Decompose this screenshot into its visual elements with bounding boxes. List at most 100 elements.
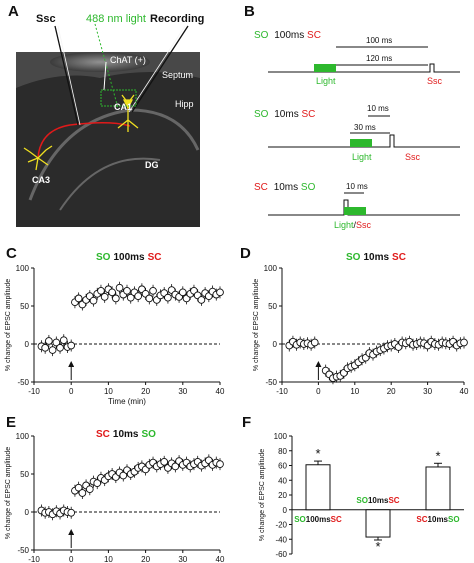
- dentate-layer: [59, 157, 161, 211]
- light-fiber: [94, 23, 119, 109]
- y-tick-label: 50: [20, 302, 29, 311]
- y-tick-label: -50: [17, 378, 29, 387]
- x-tick-label: 40: [460, 387, 469, 396]
- baseline-point: [48, 346, 57, 354]
- data-point: [74, 294, 83, 303]
- x-tick-label: 30: [178, 555, 187, 563]
- y-tick-label: -20: [275, 521, 287, 530]
- panel-b: B SO 100ms SC 100 ms 120 ms Light Ssc SO…: [244, 3, 460, 230]
- data-point: [197, 296, 206, 304]
- data-point: [123, 286, 131, 295]
- data-point: [100, 293, 109, 301]
- panel-f: F -60 -40 -20 0 20 40 60 80 100 % change of EPSC a…: [242, 414, 464, 559]
- bar: [365, 509, 391, 538]
- protocol-1-dur-b: 120 ms: [366, 54, 392, 63]
- hipp-label: Hipp: [175, 99, 194, 109]
- y-axis-label: % change of EPSC amplitude: [253, 279, 260, 371]
- protocol-2-dur-b: 30 ms: [354, 123, 376, 132]
- x-tick-label: 20: [141, 555, 150, 563]
- data-point: [178, 288, 187, 297]
- panel-d: D SO 10ms SC -50 0 50 100 -10 0 10 20 30 40 % change o…: [240, 245, 469, 396]
- y-tick-label: 100: [16, 432, 30, 441]
- x-tick-label: -10: [28, 555, 40, 563]
- septum-label: Septum: [162, 70, 193, 80]
- data-point: [216, 460, 224, 468]
- ca1-neuron: [117, 94, 139, 132]
- data-point: [145, 294, 154, 303]
- panel-b-letter: B: [244, 3, 255, 20]
- panel-f-letter: F: [242, 414, 251, 431]
- ca1-label: CA1: [114, 102, 132, 112]
- schaffer-collateral: [37, 122, 131, 159]
- x-tick-label: 10: [104, 387, 113, 396]
- x-axis-label: Time (min): [108, 397, 146, 406]
- recording-electrode-inner: [128, 25, 186, 113]
- protocol-3-light-pulse: [344, 207, 366, 215]
- chat-glow: [50, 52, 150, 72]
- x-tick-label: 40: [216, 555, 225, 563]
- protocol-2-stim-label: Ssc: [405, 152, 421, 162]
- data-point: [111, 294, 120, 303]
- x-tick-label: -10: [276, 387, 288, 396]
- dg-label: DG: [145, 160, 159, 170]
- protocol-1: SO 100ms SC 100 ms 120 ms Light Ssc: [254, 30, 460, 86]
- hippocampus-micrograph: [16, 52, 200, 227]
- protocol-1-dur-a: 100 ms: [366, 36, 392, 45]
- protocol-1-title: SO 100ms SC: [254, 30, 321, 41]
- y-tick-label: 0: [25, 508, 30, 517]
- baseline-point: [45, 337, 53, 345]
- protocol-3: SC 10ms SO 10 ms Light/Ssc: [254, 182, 460, 230]
- protocol-1-light-pulse: [314, 64, 336, 72]
- protocol-2-light-pulse: [350, 139, 372, 147]
- y-axis-label: % change of EPSC amplitude: [259, 449, 266, 541]
- y-tick-label: 60: [278, 462, 287, 471]
- data-point: [216, 288, 224, 297]
- baseline-point: [59, 336, 68, 345]
- y-tick-label: -60: [275, 550, 287, 559]
- protocol-2: SO 10ms SC 10 ms 30 ms Light Ssc: [254, 104, 460, 162]
- x-tick-label: -10: [28, 387, 40, 396]
- y-axis-label: % change of EPSC amplitude: [5, 279, 12, 371]
- y-tick-label: 40: [278, 476, 287, 485]
- x-tick-label: 20: [387, 387, 396, 396]
- bar: [305, 464, 331, 511]
- chart-title: SO 10ms SC: [346, 252, 406, 263]
- x-tick-label: 20: [141, 387, 150, 396]
- y-tick-label: 80: [278, 447, 287, 456]
- significance-star: *: [435, 448, 440, 463]
- data-point: [164, 293, 172, 302]
- protocol-1-light-label: Light: [316, 76, 336, 86]
- panel-a: A Ssc 488 nm light Recording ChAT (+) Se…: [8, 3, 204, 227]
- x-tick-label: 40: [216, 387, 225, 396]
- x-tick-label: 0: [69, 387, 74, 396]
- protocol-3-dur-a: 10 ms: [346, 182, 368, 191]
- panel-a-letter: A: [8, 3, 19, 20]
- baseline-point: [310, 338, 319, 347]
- x-tick-label: 30: [178, 387, 187, 396]
- protocol-3-label: Light/Ssc: [334, 220, 372, 230]
- chat-label: ChAT (+): [110, 55, 146, 65]
- panel-c: C SO 100ms SC -50 0 50 100 -10 0 10 20 30 40 % change …: [5, 245, 225, 406]
- ssc-label: Ssc: [36, 13, 56, 25]
- data-point: [85, 485, 94, 494]
- recording-electrode: [131, 25, 189, 113]
- data-point: [160, 457, 169, 466]
- panel-c-letter: C: [6, 245, 17, 262]
- protocol-3-title: SC 10ms SO: [254, 182, 316, 193]
- light-label: 488 nm light: [86, 13, 146, 25]
- chart-title: SC 10ms SO: [96, 429, 156, 440]
- y-tick-label: -40: [275, 535, 287, 544]
- protocol-1-trace: [268, 63, 460, 73]
- y-tick-label: -50: [265, 378, 277, 387]
- protocol-2-dur-a: 10 ms: [367, 104, 389, 113]
- data-point: [97, 286, 105, 295]
- stimulation-electrode-inner: [57, 25, 81, 126]
- ca3-label: CA3: [32, 175, 50, 185]
- bar-category-label: SO10msSC: [356, 496, 399, 505]
- y-axis-label: % change of EPSC amplitude: [5, 447, 12, 539]
- data-point: [149, 286, 157, 295]
- protocol-3-trace: [268, 199, 460, 216]
- data-point: [89, 296, 98, 305]
- bar-category-label: SO100msSC: [294, 515, 342, 524]
- x-tick-label: 10: [104, 555, 113, 563]
